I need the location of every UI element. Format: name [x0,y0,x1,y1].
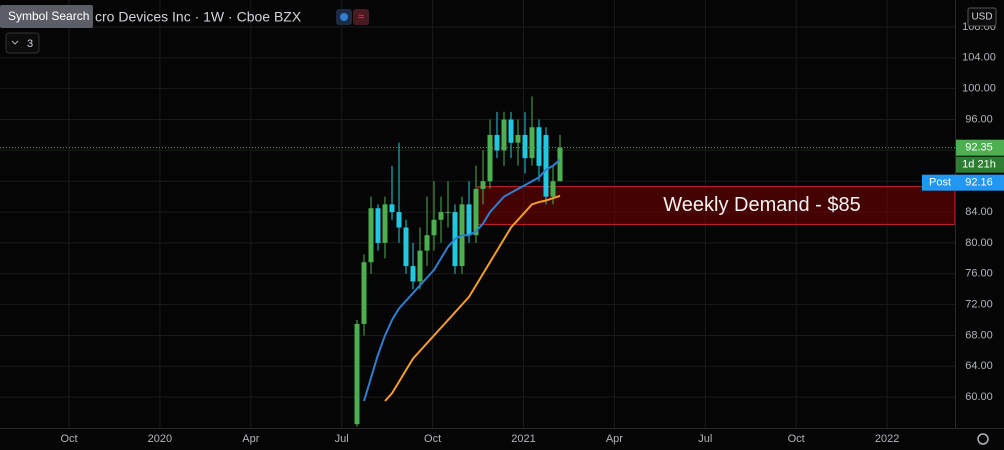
countdown: 1d 21h [962,159,996,171]
candle-body [543,134,549,197]
candle-body [487,134,493,182]
post-label: Post [929,177,951,189]
y-tick-label: 72.00 [965,299,993,311]
candle-body [501,119,507,151]
candle-body [396,212,402,228]
candle-body [438,212,444,220]
settings-icon[interactable] [977,433,989,445]
icon-status [353,9,369,25]
y-tick-label: 80.00 [965,237,993,249]
candle-body [368,208,374,263]
candle-body [382,204,388,243]
post-tag [922,174,1004,191]
candle-body [557,147,563,182]
moving-average [384,194,561,402]
indicator-toggle[interactable] [5,32,40,54]
chart-title: cro Devices Inc · 1W · Cboe BZX [95,9,302,25]
x-tick-label: Jul [698,433,712,445]
candle-body [529,127,535,159]
y-tick-label: 84.00 [965,206,993,218]
x-tick-label: Jul [335,433,349,445]
candle-body [417,250,423,282]
candle-body [375,208,381,243]
symbol-search-tooltip[interactable] [0,5,93,28]
candle-body [550,181,556,197]
axes: 60.0064.0068.0072.0076.0080.0084.0088.00… [60,21,1004,445]
candle-body [494,134,500,151]
candle-body [389,204,395,213]
x-tick-label: Oct [788,433,805,445]
grid [0,0,955,428]
x-tick-label: Oct [60,433,77,445]
post-price: 92.16 [965,177,993,189]
last-price-tag [956,139,1004,156]
candle-body [403,227,409,267]
y-tick-label: 96.00 [965,113,993,125]
candle-body [361,262,367,324]
symbol-search[interactable]: Symbol Search [8,9,89,23]
indicator-count[interactable]: 3 [27,38,33,50]
y-tick-label: 64.00 [965,360,993,372]
candle-body [431,219,437,236]
y-tick-label: 68.00 [965,329,993,341]
icon-dot [340,13,348,21]
candle-body [515,134,521,143]
plot: Weekly Demand - $85 [0,96,956,427]
candle-body [445,212,451,214]
candle-body [536,127,542,166]
x-tick-label: Oct [424,433,441,445]
y-tick-label: 76.00 [965,268,993,280]
candle-body [473,188,479,236]
candle-body [522,134,528,159]
candle-body [354,323,360,425]
x-tick-label: 2022 [875,433,899,445]
icon-wave: ≈ [358,11,364,23]
moving-average [363,158,561,402]
chevron [11,40,19,45]
x-tick-label: 2021 [511,433,535,445]
y-tick-label: 104.00 [962,52,996,64]
zone-label: Weekly Demand - $85 [663,194,861,216]
last-price-label: 92.35 [965,142,993,154]
currency-box[interactable] [967,7,997,27]
candle-body [424,235,430,251]
candle-body [410,266,416,282]
y-tick-label: 100.00 [962,83,996,95]
countdown-tag [956,156,1004,173]
x-tick-label: 2020 [148,433,172,445]
currency[interactable]: USD [971,12,992,23]
candle-body [508,119,514,143]
y-tick-label: 60.00 [965,391,993,403]
candle-body [466,204,472,236]
candle-body [480,181,486,189]
x-tick-label: Apr [242,433,259,445]
y-tick-label: 108.00 [962,21,996,33]
x-tick-label: Apr [606,433,623,445]
